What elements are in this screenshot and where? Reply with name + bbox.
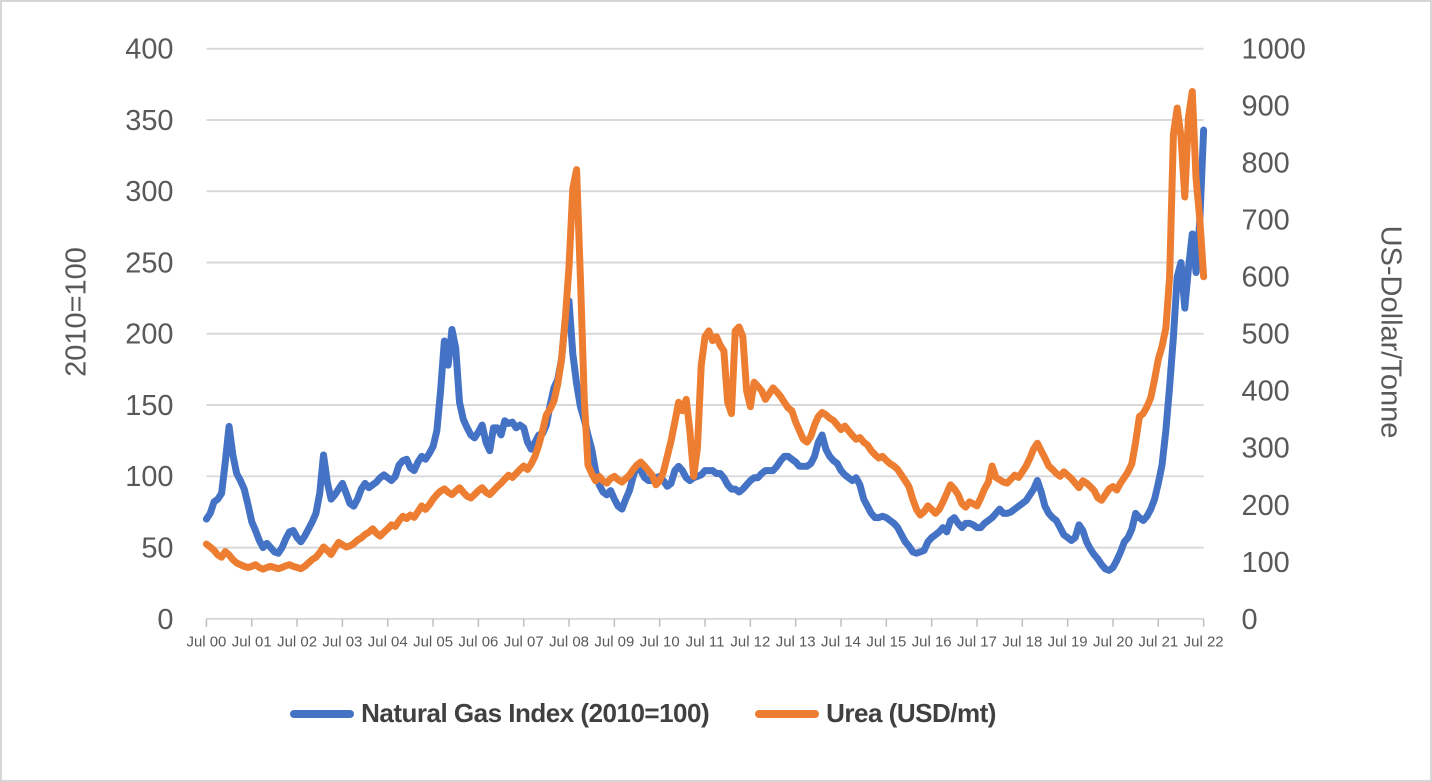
x-axis-tick-label: Jul 14 [821,634,861,651]
right-axis-tick-label: 800 [1242,148,1290,180]
left-axis-tick-label: 50 [141,533,173,565]
right-axis-tick-label: 600 [1242,262,1290,294]
x-axis-tick-label: Jul 01 [232,634,272,651]
right-axis-tick-label: 500 [1242,319,1290,351]
left-axis-tick-label: 350 [125,105,173,137]
x-axis-tick-label: Jul 05 [413,634,453,651]
x-axis-tick-label: Jul 11 [686,634,725,651]
x-axis-tick-label: Jul 00 [186,634,226,651]
x-axis-tick-label: Jul 22 [1184,634,1224,651]
x-axis-tick-label: Jul 17 [957,634,997,651]
right-axis-title: US-Dollar/Tonne [1374,225,1407,439]
left-axis-tick-label: 400 [125,34,173,66]
x-axis-tick-label: Jul 10 [640,634,680,651]
natural-gas-index-line [202,126,1208,574]
urea-line [202,88,1208,573]
chart-legend: Natural Gas Index (2010=100) Urea (USD/m… [2,698,1430,729]
x-axis-tick-label: Jul 09 [594,634,634,651]
x-axis-tick-label: Jul 06 [458,634,498,651]
x-axis-tick-label: Jul 18 [1002,634,1042,651]
right-axis-tick-label: 400 [1242,376,1290,408]
right-axis-tick-label: 100 [1242,547,1290,579]
x-axis-tick-label: Jul 12 [730,634,770,651]
left-axis-tick-label: 100 [125,461,173,493]
left-axis-title: 2010=100 [60,247,93,377]
left-axis-tick-label: 200 [125,319,173,351]
x-axis-tick-label: Jul 08 [549,634,589,651]
x-axis-tick-label: Jul 21 [1138,634,1178,651]
legend-item-urea: Urea (USD/mt) [755,698,996,729]
left-axis-tick-label: 150 [125,390,173,422]
left-axis-tick-label: 300 [125,176,173,208]
legend-item-natural-gas: Natural Gas Index (2010=100) [290,698,710,729]
right-axis-tick-label: 200 [1242,490,1290,522]
right-axis-tick-label: 1000 [1242,34,1306,66]
x-axis-tick-label: Jul 15 [866,634,906,651]
urea-legend-swatch [755,709,820,718]
right-axis-tick-label: 300 [1242,433,1290,465]
x-axis-tick-label: Jul 04 [368,634,408,651]
natural-gas-legend-label: Natural Gas Index (2010=100) [361,698,710,728]
left-axis-tick-label: 250 [125,248,173,280]
urea-legend-label: Urea (USD/mt) [826,698,996,728]
x-axis-tick-label: Jul 02 [277,634,317,651]
natural-gas-legend-swatch [290,709,355,718]
x-axis-tick-label: Jul 13 [776,634,816,651]
right-axis-tick-label: 700 [1242,205,1290,237]
left-axis-tick-label: 0 [157,604,173,636]
right-axis-tick-label: 900 [1242,91,1290,123]
x-axis-tick-label: Jul 07 [504,634,544,651]
x-axis-tick-label: Jul 03 [322,634,362,651]
x-axis-tick-label: Jul 16 [912,634,952,651]
x-axis-tick-label: Jul 19 [1048,634,1088,651]
right-axis-tick-label: 0 [1242,604,1258,636]
x-axis-tick-label: Jul 20 [1093,634,1133,651]
